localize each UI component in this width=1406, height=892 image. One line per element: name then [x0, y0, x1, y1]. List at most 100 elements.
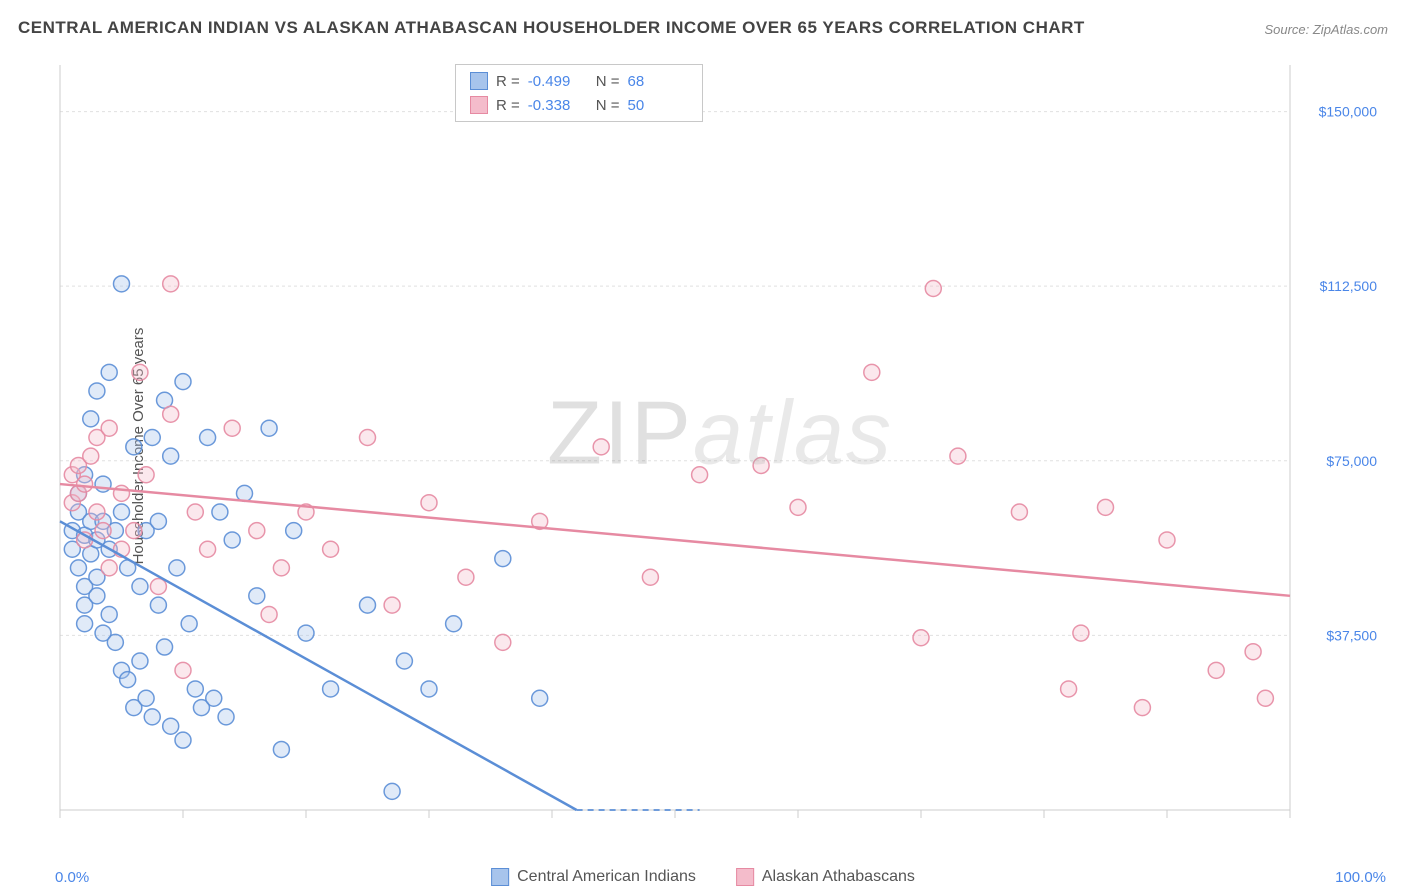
- data-point: [1011, 504, 1027, 520]
- data-point: [163, 406, 179, 422]
- stat-r-label: R =: [496, 73, 520, 90]
- swatch-aa: [470, 96, 488, 114]
- stat-r-label: R =: [496, 97, 520, 114]
- data-point: [384, 783, 400, 799]
- data-point: [218, 709, 234, 725]
- data-point: [1245, 644, 1261, 660]
- data-point: [83, 411, 99, 427]
- data-point: [132, 653, 148, 669]
- data-point: [593, 439, 609, 455]
- data-point: [925, 281, 941, 297]
- data-point: [89, 504, 105, 520]
- data-point: [187, 504, 203, 520]
- data-point: [913, 630, 929, 646]
- data-point: [273, 560, 289, 576]
- data-point: [360, 430, 376, 446]
- data-point: [200, 430, 216, 446]
- data-point: [249, 588, 265, 604]
- data-point: [384, 597, 400, 613]
- data-point: [446, 616, 462, 632]
- data-point: [1134, 700, 1150, 716]
- data-point: [323, 681, 339, 697]
- data-point: [175, 374, 191, 390]
- swatch-cai: [470, 72, 488, 90]
- data-point: [181, 616, 197, 632]
- data-point: [1061, 681, 1077, 697]
- data-point: [101, 606, 117, 622]
- legend-item-cai: Central American Indians: [491, 868, 696, 886]
- data-point: [224, 532, 240, 548]
- svg-text:$112,500: $112,500: [1320, 278, 1378, 294]
- data-point: [150, 597, 166, 613]
- stat-n-value-aa: 50: [628, 97, 688, 114]
- x-axis-max-label: 100.0%: [1335, 869, 1386, 886]
- data-point: [458, 569, 474, 585]
- legend-label-aa: Alaskan Athabascans: [762, 868, 915, 886]
- stats-legend-box: R = -0.499 N = 68 R = -0.338 N = 50: [455, 64, 703, 122]
- data-point: [89, 588, 105, 604]
- data-point: [157, 639, 173, 655]
- data-point: [261, 420, 277, 436]
- stat-n-label: N =: [596, 73, 620, 90]
- data-point: [114, 504, 130, 520]
- data-point: [175, 662, 191, 678]
- data-point: [132, 579, 148, 595]
- stat-n-value-cai: 68: [628, 73, 688, 90]
- data-point: [107, 634, 123, 650]
- data-point: [1208, 662, 1224, 678]
- data-point: [495, 634, 511, 650]
- data-point: [1159, 532, 1175, 548]
- stat-n-label: N =: [596, 97, 620, 114]
- scatter-plot: $37,500$75,000$112,500$150,000: [55, 60, 1385, 840]
- chart-area: $37,500$75,000$112,500$150,000 R = -0.49…: [55, 60, 1385, 840]
- data-point: [187, 681, 203, 697]
- data-point: [206, 690, 222, 706]
- data-point: [163, 448, 179, 464]
- data-point: [1098, 499, 1114, 515]
- data-point: [126, 523, 142, 539]
- data-point: [126, 439, 142, 455]
- legend-swatch-cai: [491, 868, 509, 886]
- data-point: [273, 741, 289, 757]
- legend-label-cai: Central American Indians: [517, 868, 696, 886]
- data-point: [323, 541, 339, 557]
- data-point: [261, 606, 277, 622]
- data-point: [421, 495, 437, 511]
- data-point: [249, 523, 265, 539]
- data-point: [77, 616, 93, 632]
- data-point: [89, 383, 105, 399]
- data-point: [224, 420, 240, 436]
- data-point: [150, 579, 166, 595]
- data-point: [163, 718, 179, 734]
- x-axis-min-label: 0.0%: [55, 869, 89, 886]
- data-point: [396, 653, 412, 669]
- data-point: [101, 364, 117, 380]
- data-point: [138, 690, 154, 706]
- chart-legend: Central American Indians Alaskan Athabas…: [491, 868, 915, 886]
- data-point: [114, 485, 130, 501]
- chart-title: CENTRAL AMERICAN INDIAN VS ALASKAN ATHAB…: [18, 18, 1085, 38]
- source-label: Source: ZipAtlas.com: [1264, 22, 1388, 37]
- data-point: [286, 523, 302, 539]
- stat-r-value-cai: -0.499: [528, 73, 588, 90]
- data-point: [864, 364, 880, 380]
- stats-row-cai: R = -0.499 N = 68: [470, 69, 688, 93]
- data-point: [360, 597, 376, 613]
- data-point: [144, 430, 160, 446]
- data-point: [169, 560, 185, 576]
- data-point: [163, 276, 179, 292]
- data-point: [120, 672, 136, 688]
- data-point: [495, 551, 511, 567]
- data-point: [144, 709, 160, 725]
- data-point: [101, 560, 117, 576]
- data-point: [200, 541, 216, 557]
- data-point: [83, 448, 99, 464]
- data-point: [790, 499, 806, 515]
- data-point: [1257, 690, 1273, 706]
- stats-row-aa: R = -0.338 N = 50: [470, 93, 688, 117]
- data-point: [692, 467, 708, 483]
- data-point: [950, 448, 966, 464]
- data-point: [753, 457, 769, 473]
- data-point: [138, 467, 154, 483]
- data-point: [95, 523, 111, 539]
